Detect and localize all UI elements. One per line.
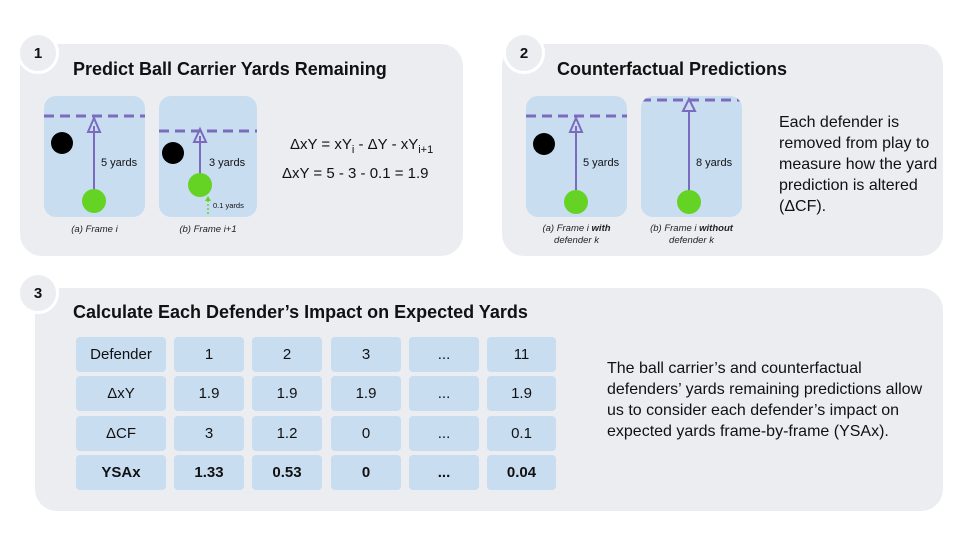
table-cell: 2: [252, 337, 322, 372]
with-defender-diagram: [526, 114, 627, 214]
counterfactual-description: Each defender is removed from play to me…: [779, 114, 938, 215]
yards-arrow-head: [568, 115, 584, 133]
table-cell: 1.33: [174, 455, 244, 490]
table-cell: 0.1: [487, 416, 556, 451]
frame-a-caption: (a) Frame i: [71, 224, 118, 235]
frame-b-diagram: [159, 126, 257, 214]
with-defender-caption: (a) Frame i with defender k: [542, 223, 611, 246]
without-defender-field: 8 yards: [641, 96, 742, 217]
without-defender-yards-label: 8 yards: [696, 157, 733, 169]
table-cell: 0: [331, 416, 401, 451]
yards-arrow-head: [192, 126, 208, 143]
impact-description: The ball carrier’s and counterfactual de…: [607, 360, 923, 440]
frame-a-yards-label: 5 yards: [101, 157, 138, 169]
without-defender-caption: (b) Frame i without defender k: [650, 223, 733, 246]
table-cell: 0: [331, 455, 401, 490]
table-cell: 11: [487, 337, 556, 372]
yards-arrow-head: [86, 115, 102, 133]
panel-2-title: Counterfactual Predictions: [557, 59, 788, 79]
table-cell: 1: [174, 337, 244, 372]
frame-b-move-label: 0.1 yards: [213, 201, 244, 210]
table-cell: 0.04: [487, 455, 556, 490]
step-badge-1: 1: [17, 32, 59, 74]
frame-b-field: 3 yards 0.1 yards: [159, 96, 257, 217]
table-cell: ...: [409, 337, 479, 372]
ball-carrier-marker: [564, 190, 588, 214]
step-badge-2: 2: [503, 32, 545, 74]
table-cell: ...: [409, 416, 479, 451]
movement-arrow-head: [205, 196, 211, 201]
delta-xy-formula: ΔxY = xYi - ΔY - xYi+1: [290, 136, 434, 156]
panel-1-title: Predict Ball Carrier Yards Remaining: [73, 59, 387, 79]
without-defender-diagram: [641, 96, 742, 214]
table-cell: 1.2: [252, 416, 322, 451]
table-cell: 1.9: [487, 376, 556, 411]
table-cell: 3: [331, 337, 401, 372]
frame-b-yards-label: 3 yards: [209, 157, 246, 169]
yards-arrow-head: [681, 96, 697, 112]
table-row-label: ΔxY: [76, 376, 166, 411]
table-cell: 1.9: [174, 376, 244, 411]
table-row-label: ΔCF: [76, 416, 166, 451]
frame-a-diagram: [44, 114, 145, 213]
table-cell: ...: [409, 376, 479, 411]
step-badge-3: 3: [17, 272, 59, 314]
panel-3-title: Calculate Each Defender’s Impact on Expe…: [73, 302, 528, 322]
ball-carrier-marker: [188, 173, 212, 197]
with-defender-yards-label: 5 yards: [583, 157, 620, 169]
table-cell: 3: [174, 416, 244, 451]
defender-marker: [533, 133, 555, 155]
defender-marker: [51, 132, 73, 154]
ball-carrier-marker: [677, 190, 701, 214]
ball-carrier-marker: [82, 189, 106, 213]
with-defender-field: 5 yards: [526, 96, 627, 217]
defender-marker: [162, 142, 184, 164]
table-row-label: YSAx: [76, 455, 166, 490]
table-cell: 1.9: [252, 376, 322, 411]
table-cell: 0.53: [252, 455, 322, 490]
table-cell: ...: [409, 455, 479, 490]
table-cell: 1.9: [331, 376, 401, 411]
frame-a-field: 5 yards: [44, 96, 145, 217]
frame-b-caption: (b) Frame i+1: [179, 224, 237, 235]
delta-xy-calculation: ΔxY = 5 - 3 - 0.1 = 1.9: [282, 165, 429, 182]
table-row-label: Defender: [76, 337, 166, 372]
